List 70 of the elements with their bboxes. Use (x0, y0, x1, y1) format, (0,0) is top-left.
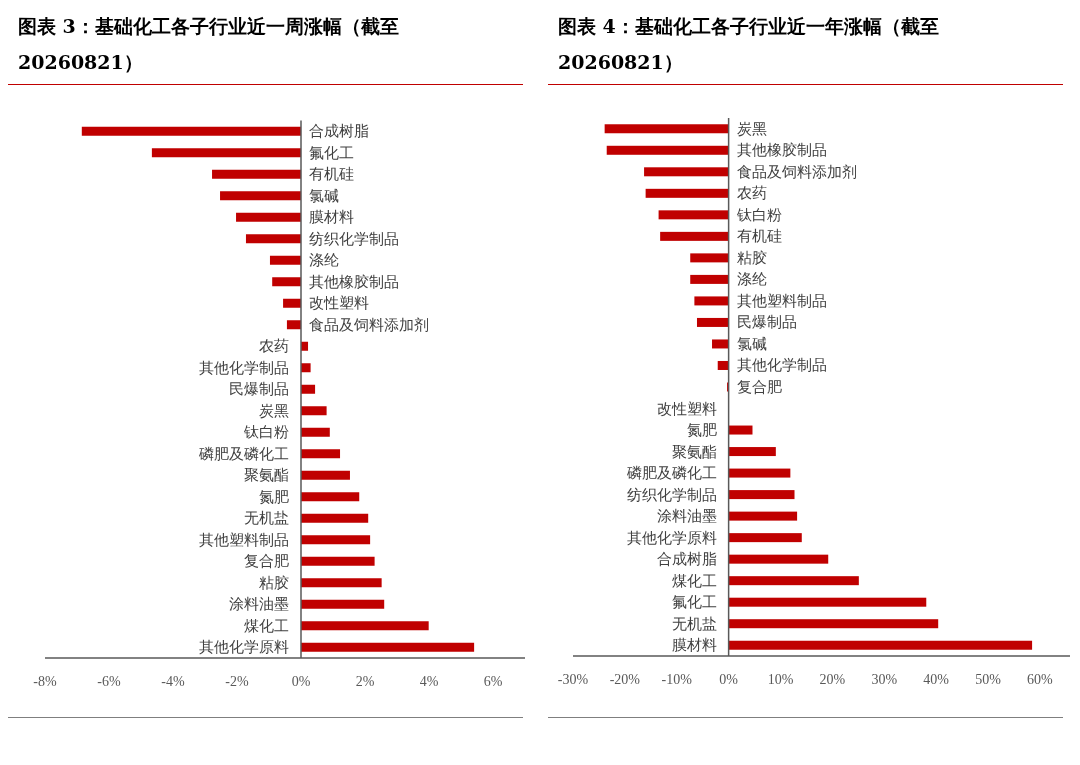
x-tick-label: 20% (819, 672, 846, 687)
x-tick-label: -20% (609, 672, 641, 687)
y-tick-label: 氮肥 (686, 422, 717, 439)
y-tick-label: 涂料油墨 (656, 508, 717, 525)
y-tick-label: 氟化工 (671, 594, 717, 611)
y-tick-label: 其他塑料制品 (736, 292, 827, 309)
y-tick-label: 民爆制品 (229, 381, 289, 398)
y-tick-label: 无机盐 (671, 615, 717, 632)
x-tick-label: 40% (923, 672, 950, 687)
y-tick-label: 粘胶 (259, 574, 289, 591)
y-tick-label: 其他橡胶制品 (736, 142, 827, 159)
chart-title: 图表 4：基础化工各子行业近一年涨幅（截至20260821） (558, 14, 940, 75)
x-tick-label: 60% (1027, 672, 1054, 687)
y-tick-label: 民爆制品 (736, 314, 797, 331)
x-tick-label: 50% (975, 672, 1002, 687)
y-tick-label: 磷肥及磷化工 (198, 445, 289, 462)
chart-title: 图表 3：基础化工各子行业近一周涨幅（截至20260821） (18, 14, 400, 75)
y-tick-label: 改性塑料 (309, 295, 369, 312)
x-tick-label: -8% (33, 674, 57, 689)
y-tick-label: 其他塑料制品 (199, 531, 289, 548)
y-tick-label: 炭黑 (736, 120, 767, 137)
y-tick-label: 合成树脂 (309, 123, 369, 140)
y-tick-label: 食品及饲料添加剂 (736, 163, 857, 180)
y-tick-label: 复合肥 (244, 553, 289, 570)
y-tick-label: 氮肥 (259, 488, 289, 505)
y-tick-label: 其他化学制品 (199, 359, 289, 376)
y-tick-label: 无机盐 (244, 510, 289, 527)
y-tick-label: 食品及饲料添加剂 (309, 316, 429, 333)
y-tick-label: 涂料油墨 (229, 596, 289, 613)
y-tick-label: 炭黑 (259, 402, 289, 419)
y-tick-label: 其他化学原料 (626, 529, 717, 546)
y-tick-label: 纺织化学制品 (309, 230, 399, 247)
y-tick-label: 涤纶 (309, 252, 339, 269)
x-tick-label: -30% (557, 672, 589, 687)
y-tick-label: 有机硅 (736, 228, 782, 245)
y-tick-label: 粘胶 (736, 249, 767, 266)
y-tick-label: 煤化工 (671, 572, 717, 589)
y-tick-label: 复合肥 (736, 379, 782, 395)
y-tick-label: 氯碱 (309, 187, 339, 204)
y-tick-label: 氟化工 (309, 144, 354, 161)
y-tick-label: 其他化学原料 (199, 639, 289, 656)
y-tick-label: 钛白粉 (735, 206, 782, 223)
y-tick-label: 合成树脂 (656, 551, 717, 568)
x-tick-label: 10% (767, 672, 794, 687)
x-tick-label: 0% (291, 674, 311, 689)
y-tick-label: 改性塑料 (656, 400, 717, 417)
y-tick-label: 纺织化学制品 (626, 486, 717, 503)
x-tick-label: 0% (719, 672, 739, 687)
x-tick-label: 30% (871, 672, 898, 687)
x-tick-label: 4% (419, 674, 439, 689)
x-tick-label: -4% (161, 674, 185, 689)
y-tick-label: 有机硅 (309, 166, 354, 183)
y-tick-label: 聚氨酯 (244, 467, 289, 484)
y-tick-label: 涤纶 (736, 271, 767, 288)
y-tick-label: 农药 (736, 185, 767, 202)
y-tick-label: 氯碱 (736, 335, 767, 352)
x-tick-label: 6% (483, 674, 503, 689)
y-tick-label: 其他化学制品 (736, 357, 827, 374)
x-tick-label: 2% (355, 674, 375, 689)
y-tick-label: 钛白粉 (243, 424, 289, 441)
x-tick-label: -6% (97, 674, 121, 689)
x-tick-label: -2% (225, 674, 249, 689)
y-tick-label: 膜材料 (309, 209, 354, 226)
y-tick-label: 农药 (259, 338, 289, 355)
y-tick-label: 聚氨酯 (671, 443, 717, 460)
y-tick-label: 煤化工 (244, 617, 289, 634)
x-tick-label: -10% (661, 672, 693, 687)
y-tick-label: 磷肥及磷化工 (625, 465, 717, 482)
y-tick-label: 膜材料 (671, 637, 717, 654)
y-tick-label: 其他橡胶制品 (309, 273, 399, 290)
